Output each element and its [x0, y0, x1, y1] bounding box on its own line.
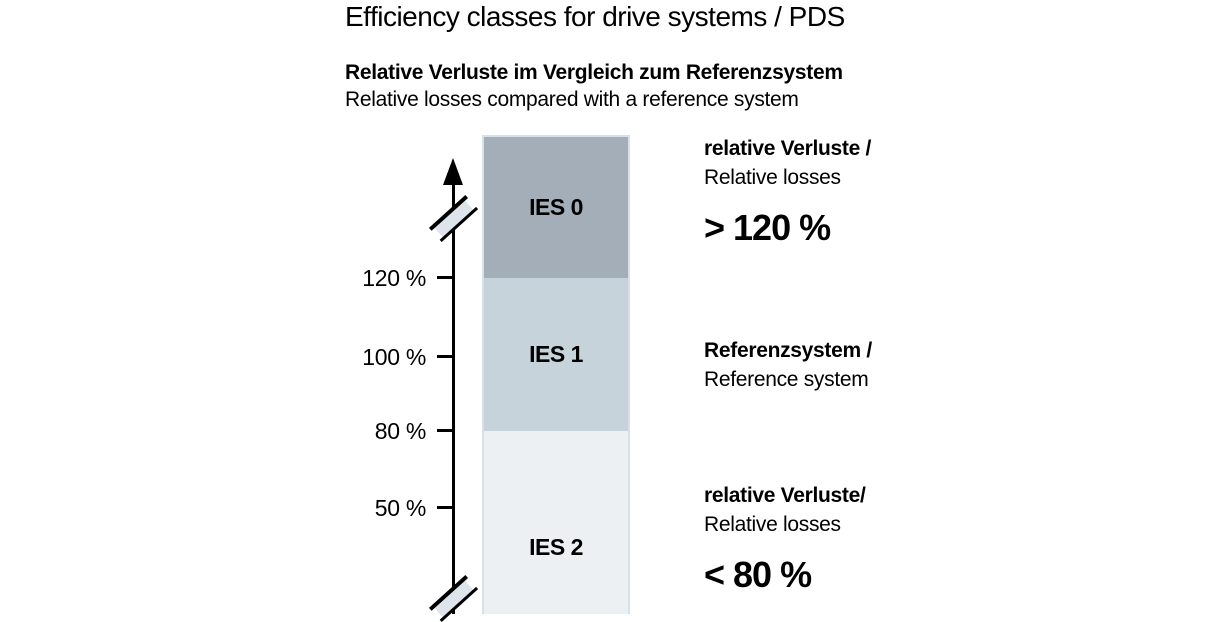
tick-label-80: 80 %	[374, 418, 427, 444]
segment-ies1: IES 1	[484, 278, 628, 431]
annotation-ies1: Referenzsystem / Reference system	[704, 336, 872, 394]
annotation-ies2-title-de: relative Verluste/	[704, 484, 866, 507]
annotation-ies1-title-de: Referenzsystem /	[704, 339, 872, 362]
tick-mark-100	[437, 355, 453, 358]
subtitle-english: Relative losses compared with a referenc…	[345, 88, 799, 111]
segment-ies2-label: IES 2	[529, 534, 583, 560]
tick-label-100: 100 %	[362, 344, 426, 370]
annotation-ies0-title-de: relative Verluste /	[704, 137, 872, 160]
subtitle-german: Relative Verluste im Vergleich zum Refer…	[345, 61, 843, 84]
annotation-ies0: relative Verluste / Relative losses > 12…	[704, 134, 871, 248]
annotation-ies2-title-en: Relative losses	[704, 513, 841, 536]
annotation-ies0-title-en: Relative losses	[704, 166, 841, 189]
tick-mark-120	[437, 276, 453, 279]
page-title: Efficiency classes for drive systems / P…	[345, 1, 845, 32]
y-axis-line	[452, 174, 455, 614]
segment-ies2: IES 2	[484, 431, 628, 614]
annotation-ies1-title-en: Reference system	[704, 368, 869, 391]
tick-label-120: 120 %	[362, 265, 426, 291]
efficiency-class-bar: IES 0 IES 1 IES 2	[482, 135, 630, 614]
axis-arrow-up-icon	[443, 158, 463, 185]
annotation-ies0-value: > 120 %	[704, 207, 831, 248]
segment-ies1-label: IES 1	[529, 341, 583, 367]
segment-ies0: IES 0	[484, 137, 628, 278]
subtitle-block: Relative Verluste im Vergleich zum Refer…	[345, 59, 843, 113]
tick-mark-50	[437, 506, 453, 509]
segment-ies0-label: IES 0	[529, 194, 583, 220]
tick-mark-80	[437, 429, 453, 432]
tick-label-50: 50 %	[374, 495, 427, 521]
annotation-ies2: relative Verluste/ Relative losses < 80 …	[704, 481, 866, 595]
annotation-ies2-value: < 80 %	[704, 554, 812, 595]
